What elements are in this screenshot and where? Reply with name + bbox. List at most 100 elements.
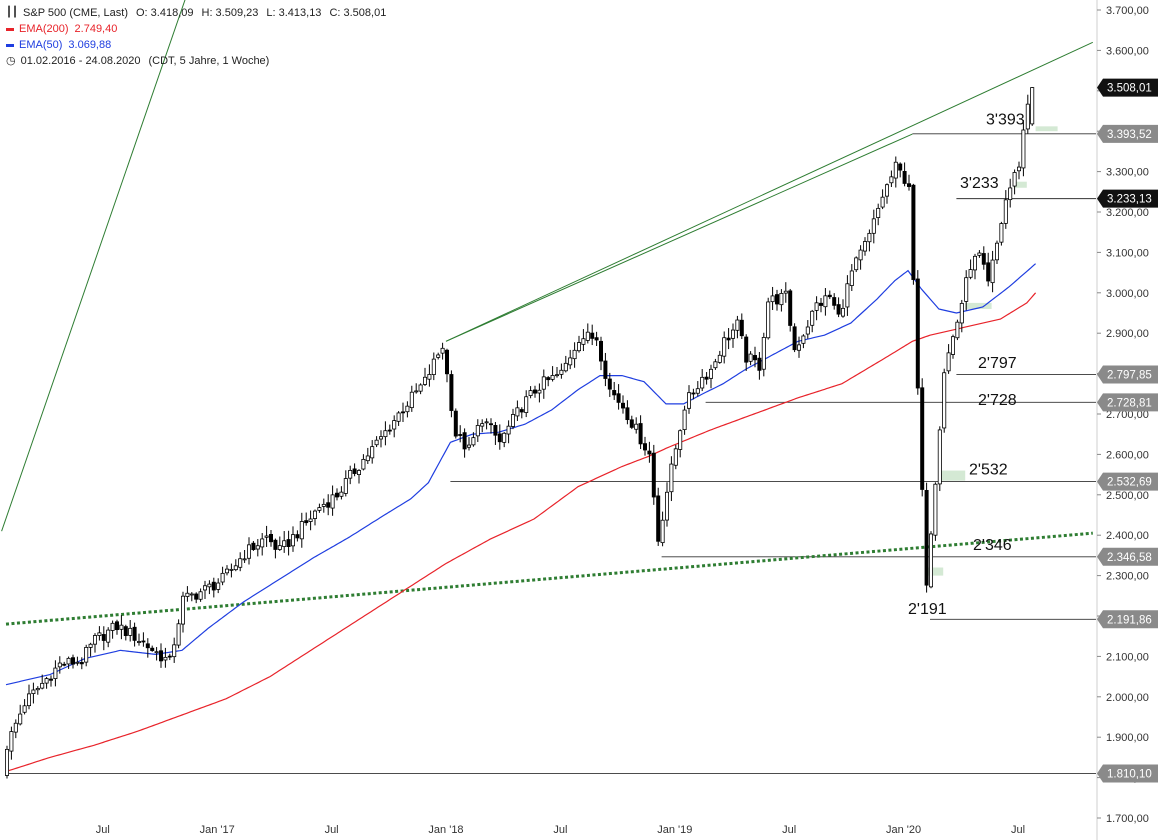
ema200-line [5,292,1037,773]
candle-up [321,503,326,507]
candle-up [440,347,445,354]
candle-up [163,656,168,661]
level-price-tag [1097,610,1158,629]
candle-up [849,270,854,286]
candle-up [119,624,124,630]
candle-up [1003,199,1008,224]
candle-down [150,647,155,651]
level-price-tag [1097,365,1158,384]
support-zone [965,302,992,309]
candle-up [700,376,705,389]
candle-down [334,492,339,498]
candle-down [497,433,502,443]
y-tick-label: 3.200,00 [1106,207,1149,219]
candle-up [471,437,476,446]
candle-up [968,269,973,278]
candle-up [277,545,282,550]
x-tick-label: Jan '20 [886,824,921,836]
candle-up [568,357,573,366]
candle-down [629,419,634,428]
candle-down [643,443,648,451]
candle-up [224,568,229,574]
candle-up [9,731,14,752]
candle-up [871,218,876,234]
support-zone [1035,126,1058,132]
candle-up [414,390,419,393]
candle-down [651,452,656,498]
legend-ema200-value: 2.749,40 [74,23,118,35]
y-tick-label: 2.600,00 [1106,449,1149,461]
candle-up [97,632,102,636]
candle-up [946,352,951,372]
level-price-tag-text: 3.393,52 [1107,129,1152,141]
trendlines [1,0,1094,626]
candle-up [299,521,304,540]
y-tick-label: 3.000,00 [1106,288,1149,300]
y-tick-label: 3.300,00 [1106,167,1149,179]
legend-ema50-value: 3.069,88 [68,39,112,51]
candle-up [858,249,863,261]
candle-down [286,539,291,547]
candle-down [251,542,256,550]
candle-up [766,301,771,339]
candle-up [555,374,560,377]
candle-down [621,402,626,409]
candle-up [31,689,36,695]
candle-up [999,223,1004,243]
candle-up [396,412,401,422]
candle-up [330,494,335,509]
candle-up [893,161,898,179]
level-price-tag-text: 1.810,10 [1107,769,1152,781]
candle-up [229,568,234,571]
candle-up [110,622,115,631]
y-tick-label: 2.300,00 [1106,571,1149,583]
candle-up [748,353,753,362]
candle-down [920,387,925,490]
candle-up [550,375,555,380]
current-price-tag-text: 3.508,01 [1107,83,1152,95]
candle-down [141,640,146,643]
y-tick-label: 3.600,00 [1106,45,1149,57]
candle-down [462,432,467,450]
candle-up [136,641,141,643]
candle-up [1030,87,1035,125]
legend-ohlc-row: ┃┃ S&P 500 (CME, Last) O: 3.418,09 H: 3.… [6,5,386,21]
candle-up [88,643,93,648]
candle-up [22,705,27,713]
candle-down [726,337,731,341]
candle-down [295,534,300,539]
candle-up [805,326,810,335]
candle-up [933,483,938,536]
current-price-tag [1097,78,1158,97]
candle-up [392,420,397,430]
candle-down [268,533,273,543]
candle-down [607,378,612,390]
candle-up [731,329,736,339]
candle-down [753,355,758,361]
candle-down [775,294,780,305]
candle-up [867,232,872,243]
candle-down [907,183,912,187]
candle-up [577,342,582,352]
candle-up [687,392,692,409]
candle-up [1008,187,1013,201]
candle-down [819,302,824,306]
candle-down [603,360,608,379]
candle-up [180,595,185,625]
candle-up [678,430,683,450]
candle-up [348,470,353,479]
candle-down [612,390,617,396]
candle-up [559,369,564,375]
candle-up [93,635,98,645]
candle-up [216,582,221,590]
candle-down [599,340,604,362]
legend-range: 01.02.2016 - 24.08.2020 [20,55,141,67]
candle-down [79,662,84,665]
candle-up [810,310,815,326]
candle-up [1017,166,1022,172]
candle-down [304,520,309,524]
candle-down [792,326,797,351]
level-annotation: 2'532 [969,461,1008,478]
candle-up [427,374,432,380]
candle-down [625,407,630,421]
